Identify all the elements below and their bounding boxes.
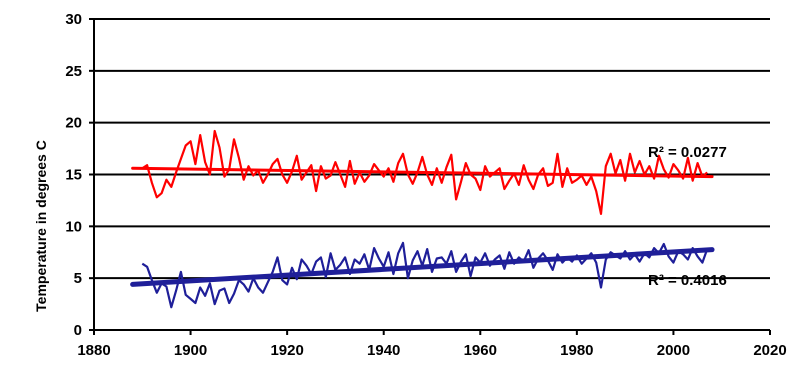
x-tick-label: 1980: [560, 342, 593, 359]
x-tick-label: 1940: [367, 342, 400, 359]
y-tick-label: 15: [65, 167, 82, 184]
y-tick-label: 30: [65, 11, 82, 28]
x-tick-label: 1960: [464, 342, 497, 359]
trendlines: [130, 166, 715, 287]
r-squared-label: R² = 0.0277: [648, 144, 727, 161]
y-tick-label: 0: [74, 322, 82, 339]
series-line-1: [141, 129, 708, 215]
y-tick-label: 25: [65, 63, 82, 80]
x-tick-labels: 1880 1900 1920 1940 1960 1980 2000 2020: [77, 342, 786, 359]
y-tick-label: 10: [65, 218, 82, 235]
x-tick-label: 1920: [270, 342, 303, 359]
trendline-2: [130, 247, 715, 287]
x-tick-label: 1900: [174, 342, 207, 359]
y-tick-labels: 0 5 10 15 20 25 30: [65, 11, 82, 339]
y-tick-label: 5: [74, 270, 82, 287]
r-squared-label: R² = 0.4016: [648, 272, 727, 289]
x-tick-label: 2000: [657, 342, 690, 359]
y-tick-label: 20: [65, 115, 82, 132]
x-tick-label: 2020: [753, 342, 786, 359]
trendline-1: [131, 166, 714, 179]
grid-lines: [94, 18, 770, 280]
trend-labels: R² = 0.0277 R² = 0.4016: [648, 144, 727, 289]
x-tick-label: 1880: [77, 342, 110, 359]
axes: [89, 18, 771, 335]
y-axis-label: Temperature in degrees C: [33, 140, 49, 312]
